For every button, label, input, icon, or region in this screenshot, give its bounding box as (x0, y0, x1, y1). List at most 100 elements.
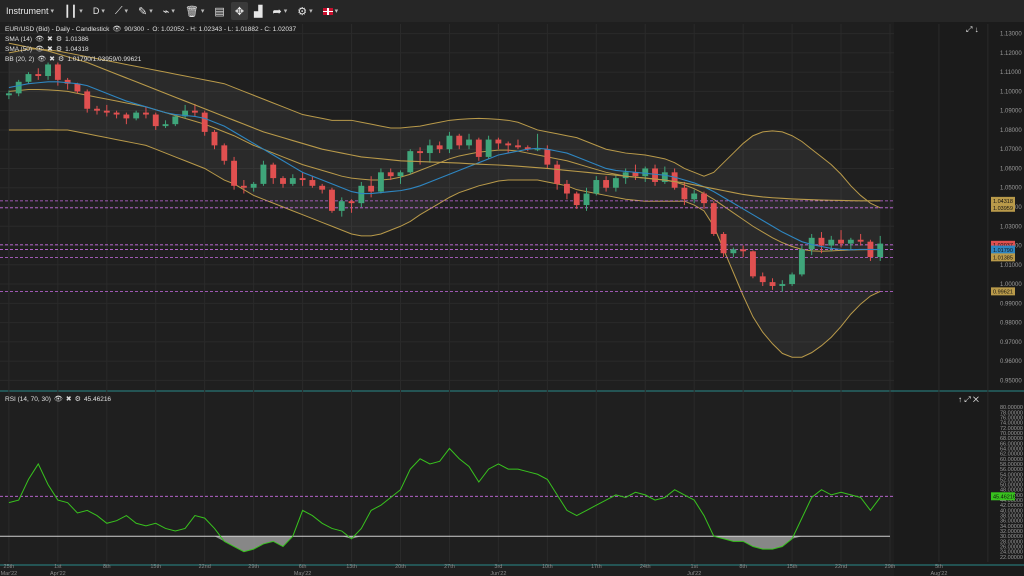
fullscreen-button[interactable]: ✥ (230, 2, 249, 20)
price-badge-label: 1.04318 (993, 199, 1013, 205)
arrow-up-icon[interactable]: ↑ (958, 395, 962, 404)
price-badge (991, 253, 1015, 262)
candle-body (495, 139, 502, 144)
bb-lower-line (8, 129, 881, 358)
instrument-legend-row: EUR/USD (Bid) - Daily - Candlestick 👁 90… (5, 26, 297, 33)
candle-body (466, 139, 472, 146)
candle-body (5, 93, 12, 96)
rsi-tick-label: 32.00000 (1000, 529, 1023, 535)
candle-body (54, 64, 61, 80)
candle-body (612, 178, 619, 188)
time-tick-label: 3rd (494, 564, 502, 570)
bar-chart-icon: ▟ (254, 5, 263, 18)
indicators-button[interactable]: ⌁ ▾ (159, 2, 179, 20)
rsi-tick-label: 72.00000 (1000, 426, 1023, 432)
layout-button[interactable]: ▤ (210, 2, 228, 20)
close-icon[interactable]: ✖ (46, 36, 53, 43)
ohlc-readout: O: 1.02052 - H: 1.02343 - L: 1.01882 - C… (152, 26, 297, 33)
close-icon[interactable]: ✖ (65, 396, 72, 403)
instrument-selector[interactable]: Instrument ▾ (2, 2, 58, 20)
bar-chart-button[interactable]: ▟ (250, 2, 266, 20)
eye-icon[interactable]: 👁 (35, 36, 44, 43)
delete-button[interactable]: 🗑 ▾ (181, 2, 208, 20)
candle-body (544, 149, 551, 165)
eye-icon[interactable]: 👁 (112, 26, 122, 33)
rsi-label: RSI (14, 70, 30) (5, 396, 51, 403)
candle-body (622, 172, 629, 179)
chevron-down-icon: ▾ (101, 8, 105, 15)
share-button[interactable]: ➦ ▾ (269, 2, 292, 20)
sma14-label: SMA (14) (5, 36, 33, 43)
candle-body (515, 145, 521, 148)
toolbar: Instrument ▾ ┃┃ ▾ D ▾ ⟋ ▾ ✎ ▾ ⌁ ▾ 🗑 ▾ ▤ ✥ ▟ ➦ ▾ … (0, 0, 1024, 23)
expand-icon[interactable]: ⤢ (964, 395, 971, 404)
price-badge-label: 1.03959 (993, 206, 1013, 212)
rsi-tick-label: 76.00000 (1000, 415, 1023, 421)
gear-icon[interactable]: ⚙ (74, 396, 81, 403)
rsi-tick-label: 42.00000 (1000, 503, 1023, 509)
close-icon[interactable]: ✖ (49, 56, 56, 63)
candles-button[interactable]: ┃┃ ▾ (60, 2, 87, 20)
gear-icon[interactable]: ⚙ (55, 36, 63, 43)
candle-body (64, 79, 71, 84)
bb-fill (8, 49, 881, 358)
bars-count: 90/300 (124, 26, 145, 33)
candle-body (632, 172, 639, 177)
chevron-down-icon: ▾ (50, 8, 55, 15)
rsi-tick-label: 66.00000 (1000, 441, 1023, 447)
rsi-badge-label: 45.46216 (993, 494, 1016, 500)
candle-body (289, 178, 296, 184)
price-axis[interactable]: 1.13000 1.12000 1.11000 1.10000 1.09000 1.080… (991, 32, 1022, 385)
gear-icon[interactable]: ⚙ (58, 56, 65, 63)
bb-upper-line (8, 48, 881, 209)
expand-icon[interactable]: ⤢ (966, 25, 973, 34)
drawing-tools-button[interactable]: ⟋ ▾ (111, 2, 132, 20)
rsi-tick-label: 58.00000 (1000, 462, 1023, 468)
time-tick-label: 1st (54, 564, 62, 570)
rsi-oversold-fill (713, 536, 802, 550)
candle-body (133, 112, 140, 119)
candle-body (857, 239, 864, 242)
price-panel-controls: ⤢ ↓ (966, 25, 979, 35)
bb-label: BB (20, 2) (5, 56, 35, 63)
time-tick-label: 1st (691, 564, 699, 570)
price-tick-label: 1.10000 (1000, 89, 1022, 95)
eye-icon[interactable]: 👁 (35, 46, 44, 53)
gear-icon[interactable]: ⚙ (55, 46, 63, 53)
candle-body (417, 151, 424, 154)
settings-button[interactable]: ⚙ ▾ (293, 2, 316, 20)
sma14-legend-row: SMA (14) 👁 ✖ ⚙ 1.01386 (5, 35, 296, 45)
close-icon[interactable]: ✖ (46, 46, 53, 53)
close-icon[interactable]: ✕ (972, 395, 979, 404)
arrow-down-icon[interactable]: ↓ (974, 25, 979, 34)
candle-body (74, 83, 81, 92)
candle-body (329, 189, 335, 211)
candle-body (750, 251, 756, 277)
candle-body (172, 116, 179, 125)
price-badge-label: 0.99621 (993, 290, 1013, 296)
pencil-button[interactable]: ✎ ▾ (134, 2, 157, 20)
candle-body (671, 172, 678, 188)
time-tick-label: 6th (299, 564, 307, 570)
candle-body (348, 201, 355, 204)
period-selector[interactable]: D ▾ (89, 2, 109, 20)
candle-body (15, 81, 22, 94)
price-badge (991, 203, 1015, 212)
candle-body (505, 143, 512, 146)
price-tick-label: 1.09000 (1000, 109, 1022, 115)
eye-icon[interactable]: 👁 (53, 396, 63, 403)
rsi-legend: RSI (14, 70, 30) 👁 ✖ ⚙ 45.46216 (5, 395, 111, 405)
candle-body (299, 178, 306, 181)
sma50-label: SMA (50) (5, 46, 33, 53)
language-selector[interactable]: ▾ (319, 2, 343, 20)
instrument-label: Instrument (6, 6, 49, 16)
candle-body (280, 178, 286, 184)
time-tick-label: 8th (103, 564, 111, 570)
axis-background (894, 22, 1024, 576)
rsi-tick-label: 78.00000 (1000, 410, 1023, 416)
instrument-title: EUR/USD (Bid) - Daily - Candlestick (5, 26, 110, 33)
eye-icon[interactable]: 👁 (37, 56, 47, 63)
price-tick-label: 1.06000 (1000, 166, 1022, 172)
